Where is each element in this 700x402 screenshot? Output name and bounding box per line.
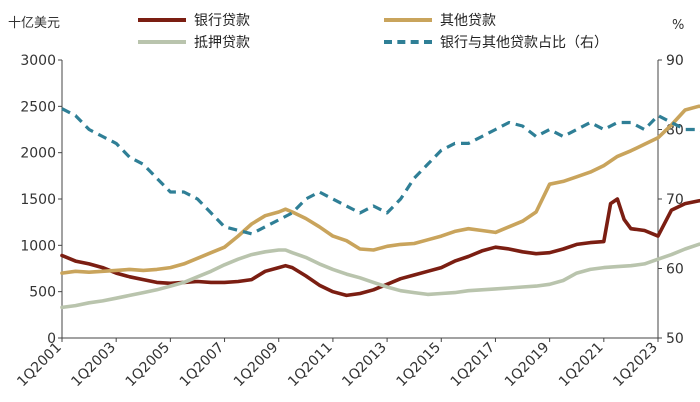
y2-tick-label: 70	[666, 192, 684, 208]
legend-swatch-bank-loans	[138, 18, 186, 22]
left-axis-unit: 十亿美元	[8, 16, 61, 31]
legend-label-bank-loans: 银行贷款	[194, 13, 250, 29]
x-tick-label: 1Q2005	[123, 340, 174, 391]
legend-label-mortgage-loans: 抵押贷款	[194, 35, 250, 51]
x-tick-label: 1Q2007	[177, 340, 228, 391]
y-tick-label: 0	[47, 331, 56, 347]
series-line-2	[60, 242, 700, 310]
x-tick-label: 1Q2009	[231, 340, 282, 391]
x-tick-label: 1Q2019	[502, 340, 553, 391]
x-tick-label: 1Q2017	[448, 340, 499, 391]
legend-item-bank-loans: 银行贷款	[138, 10, 250, 30]
x-tick-label: 1Q2013	[339, 340, 390, 391]
series-line-3	[61, 107, 700, 236]
x-tick-label: 1Q2023	[610, 340, 661, 391]
legend-swatch-mortgage-loans	[138, 40, 186, 44]
series-line-1	[60, 104, 700, 275]
y-tick-label: 1000	[20, 238, 56, 254]
legend-swatch-other-loans	[384, 18, 432, 22]
x-axis-labels: 1Q2001 1Q2003 1Q2005 1Q2007 1Q2009 1Q2011 1Q20…	[14, 338, 661, 390]
legend-label-share-right: 银行与其他贷款占比（右）	[440, 35, 608, 51]
legend-item-mortgage-loans: 抵押贷款	[138, 32, 250, 52]
x-tick-label: 1Q2001	[14, 340, 65, 391]
y-tick-label: 1500	[20, 192, 56, 208]
y-tick-label: 2500	[20, 99, 56, 115]
x-tick-label: 1Q2003	[68, 340, 119, 391]
legend-swatch-share-right	[384, 40, 432, 44]
x-tick-label: 1Q2015	[393, 340, 444, 391]
y-tick-label: 500	[29, 285, 56, 301]
y-tick-label: 3000	[20, 53, 56, 69]
legend-item-share-right: 银行与其他贷款占比（右）	[384, 32, 608, 52]
right-axis-unit: %	[672, 18, 685, 33]
x-tick-label: 1Q2011	[285, 340, 336, 391]
y2-tick-label: 90	[666, 53, 684, 69]
legend-item-other-loans: 其他贷款	[384, 10, 496, 30]
x-tick-label: 1Q2021	[556, 340, 607, 391]
y2-tick-label: 60	[666, 262, 684, 278]
y-tick-label: 2000	[20, 146, 56, 162]
legend-label-other-loans: 其他贷款	[440, 13, 496, 29]
y2-tick-label: 50	[666, 331, 684, 347]
chart-series	[60, 104, 700, 310]
